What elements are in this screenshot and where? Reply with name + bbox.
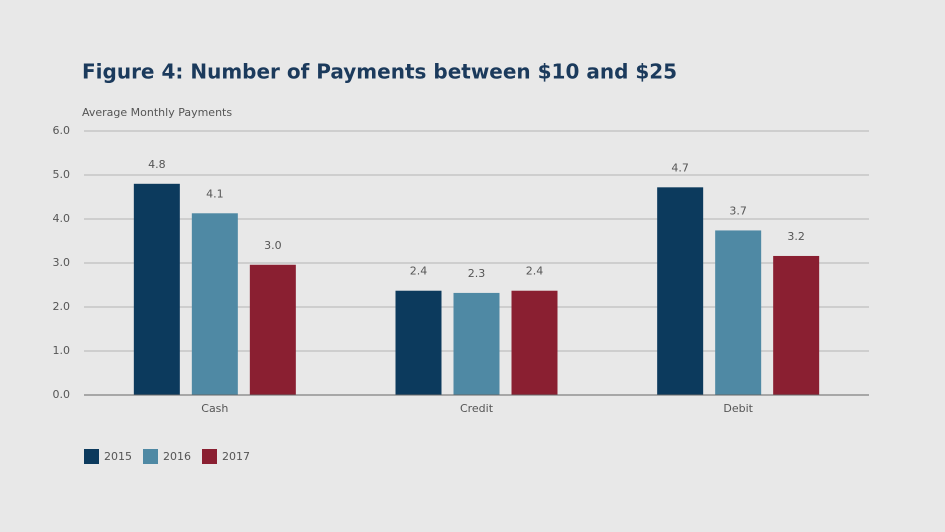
bar	[191, 213, 238, 395]
y-axis-label: Average Monthly Payments	[82, 106, 232, 119]
y-tick-label: 3.0	[53, 256, 71, 269]
bar	[249, 264, 296, 395]
bar	[133, 183, 180, 395]
bar	[511, 290, 558, 395]
y-tick-label: 2.0	[53, 300, 71, 313]
y-tick-label: 1.0	[53, 344, 71, 357]
chart-title: Figure 4: Number of Payments between $10…	[82, 60, 677, 84]
legend-swatch	[84, 449, 99, 464]
y-tick-label: 6.0	[53, 124, 71, 137]
bar	[715, 230, 762, 395]
y-tick-label: 0.0	[53, 388, 71, 401]
x-tick-label: Cash	[201, 402, 228, 415]
bar	[773, 255, 820, 395]
y-tick-label: 4.0	[53, 212, 71, 225]
legend-swatch	[202, 449, 217, 464]
value-label: 4.8	[148, 158, 166, 171]
value-label: 4.7	[671, 161, 689, 174]
legend-swatch	[143, 449, 158, 464]
value-label: 3.2	[787, 230, 805, 243]
x-tick-label: Credit	[460, 402, 494, 415]
legend-label: 2015	[104, 450, 132, 463]
value-label: 2.4	[410, 265, 428, 278]
legend-label: 2016	[163, 450, 191, 463]
legend-label: 2017	[222, 450, 250, 463]
value-label: 2.4	[526, 265, 544, 278]
value-label: 3.0	[264, 239, 282, 252]
value-label: 3.7	[729, 204, 747, 217]
x-tick-label: Debit	[723, 402, 753, 415]
value-label: 2.3	[468, 267, 486, 280]
bar	[395, 290, 442, 395]
bar	[657, 187, 704, 395]
bar	[453, 292, 500, 395]
value-label: 4.1	[206, 187, 224, 200]
y-tick-label: 5.0	[53, 168, 71, 181]
